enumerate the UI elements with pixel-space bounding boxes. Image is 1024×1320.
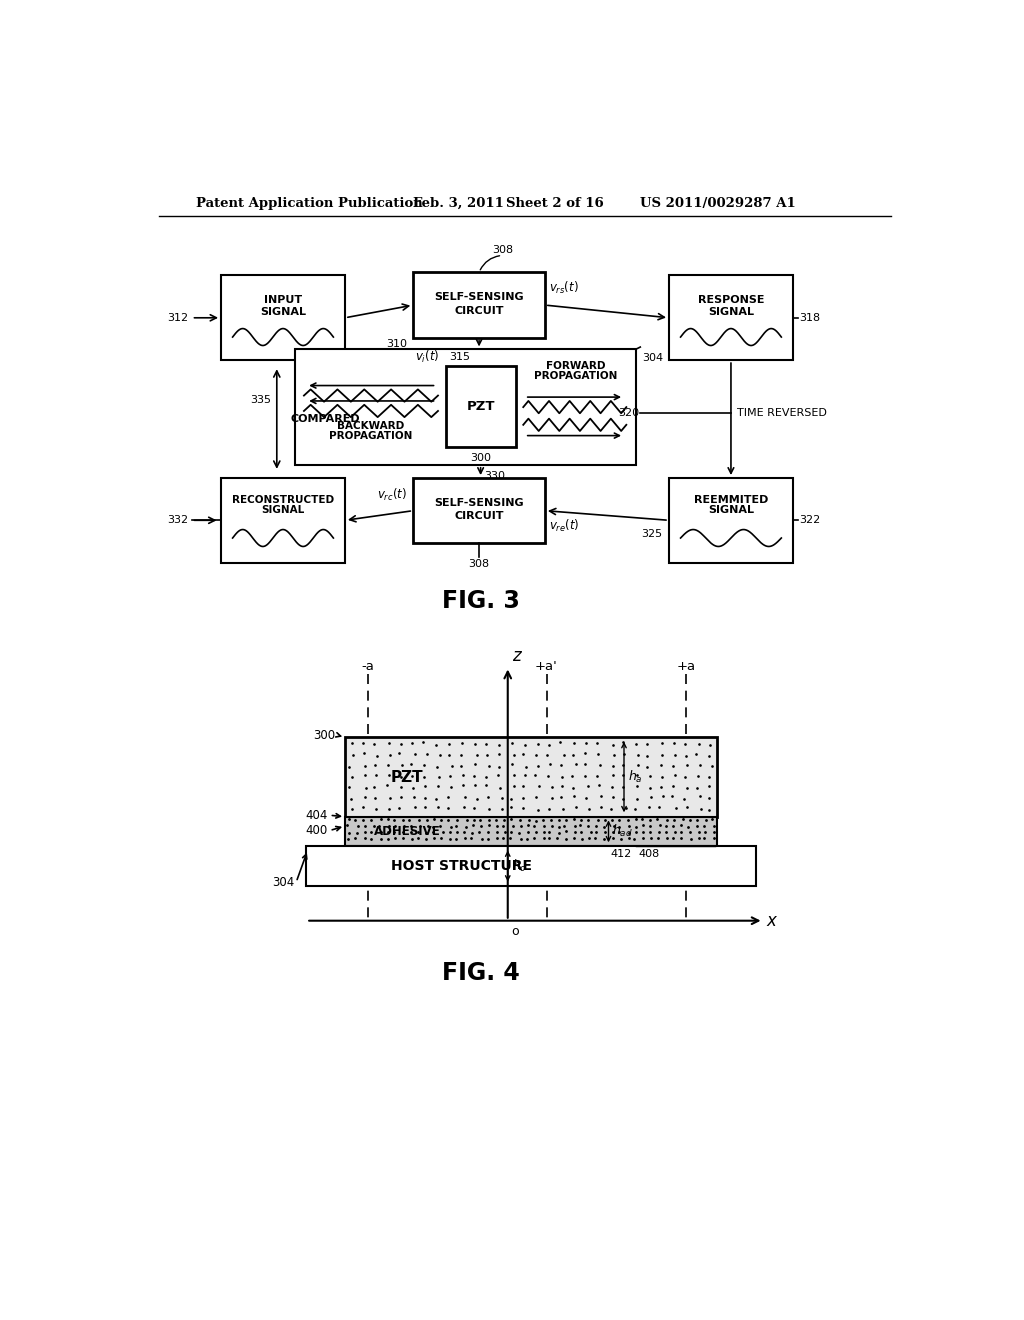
Bar <box>295 350 636 465</box>
Text: CIRCUIT: CIRCUIT <box>455 306 504 315</box>
Text: $h_a$: $h_a$ <box>628 770 643 785</box>
Text: INPUT: INPUT <box>264 296 302 305</box>
Text: 408: 408 <box>638 849 659 859</box>
Text: +a: +a <box>677 660 695 673</box>
Text: REEMMITED: REEMMITED <box>694 495 768 504</box>
Text: 315: 315 <box>450 352 471 363</box>
Text: 404: 404 <box>305 809 328 822</box>
Text: CIRCUIT: CIRCUIT <box>455 511 504 521</box>
Text: 300: 300 <box>313 729 336 742</box>
Text: 412: 412 <box>611 849 632 859</box>
Text: 304: 304 <box>272 875 295 888</box>
Bar <box>345 738 717 817</box>
Text: SIGNAL: SIGNAL <box>260 306 306 317</box>
Text: 320: 320 <box>618 408 640 417</box>
Text: 318: 318 <box>799 313 820 323</box>
Text: HOST STRUCTURE: HOST STRUCTURE <box>391 859 531 873</box>
Text: $h_o$: $h_o$ <box>512 858 526 874</box>
Bar <box>669 478 793 562</box>
Bar <box>414 478 545 544</box>
Text: Feb. 3, 2011: Feb. 3, 2011 <box>414 197 504 210</box>
Text: COMPARED: COMPARED <box>291 414 360 424</box>
Text: 400: 400 <box>306 824 328 837</box>
Text: SIGNAL: SIGNAL <box>261 506 304 515</box>
Text: FIG. 3: FIG. 3 <box>441 589 519 614</box>
Text: TIME REVERSED: TIME REVERSED <box>737 408 827 417</box>
Text: 325: 325 <box>642 529 663 539</box>
Text: FORWARD: FORWARD <box>546 362 605 371</box>
Bar <box>345 817 717 846</box>
Bar <box>669 276 793 360</box>
Text: $v_{rc}(t)$: $v_{rc}(t)$ <box>377 487 407 503</box>
Text: $v_{re}(t)$: $v_{re}(t)$ <box>549 519 580 535</box>
Text: PZT: PZT <box>391 770 423 784</box>
Bar <box>221 276 345 360</box>
Text: z: z <box>512 647 520 665</box>
Bar <box>306 846 756 886</box>
Text: 304: 304 <box>642 354 663 363</box>
Text: +a': +a' <box>536 660 558 673</box>
Text: $h_{ad}$: $h_{ad}$ <box>612 824 633 840</box>
Text: 310: 310 <box>386 339 407 350</box>
Text: ADHESIVE: ADHESIVE <box>374 825 440 838</box>
Text: PROPAGATION: PROPAGATION <box>329 432 412 441</box>
Text: $v_{rs}(t)$: $v_{rs}(t)$ <box>549 280 579 296</box>
Text: o: o <box>512 924 519 937</box>
Text: $v_i(t)$: $v_i(t)$ <box>415 350 439 366</box>
Text: SELF-SENSING: SELF-SENSING <box>434 498 524 508</box>
Text: x: x <box>767 912 776 929</box>
Text: -a: -a <box>361 660 375 673</box>
Text: US 2011/0029287 A1: US 2011/0029287 A1 <box>640 197 796 210</box>
Bar <box>414 272 545 338</box>
Bar <box>221 478 345 562</box>
Text: 332: 332 <box>167 515 188 525</box>
Text: Patent Application Publication: Patent Application Publication <box>197 197 423 210</box>
Text: 335: 335 <box>251 395 271 405</box>
Text: SIGNAL: SIGNAL <box>708 306 754 317</box>
Text: PZT: PZT <box>466 400 495 413</box>
Text: SIGNAL: SIGNAL <box>708 506 754 515</box>
Text: BACKWARD: BACKWARD <box>337 421 403 432</box>
Text: 308: 308 <box>469 558 489 569</box>
Text: 300: 300 <box>470 453 492 463</box>
Text: 312: 312 <box>167 313 188 323</box>
Text: 308: 308 <box>492 246 513 256</box>
Text: FIG. 4: FIG. 4 <box>441 961 519 985</box>
Text: PROPAGATION: PROPAGATION <box>534 371 617 381</box>
Bar <box>445 367 515 447</box>
Text: 322: 322 <box>799 515 820 525</box>
Text: Sheet 2 of 16: Sheet 2 of 16 <box>506 197 604 210</box>
Text: 330: 330 <box>484 471 506 480</box>
Text: RESPONSE: RESPONSE <box>697 296 764 305</box>
Text: RECONSTRUCTED: RECONSTRUCTED <box>232 495 334 504</box>
Text: SELF-SENSING: SELF-SENSING <box>434 292 524 302</box>
